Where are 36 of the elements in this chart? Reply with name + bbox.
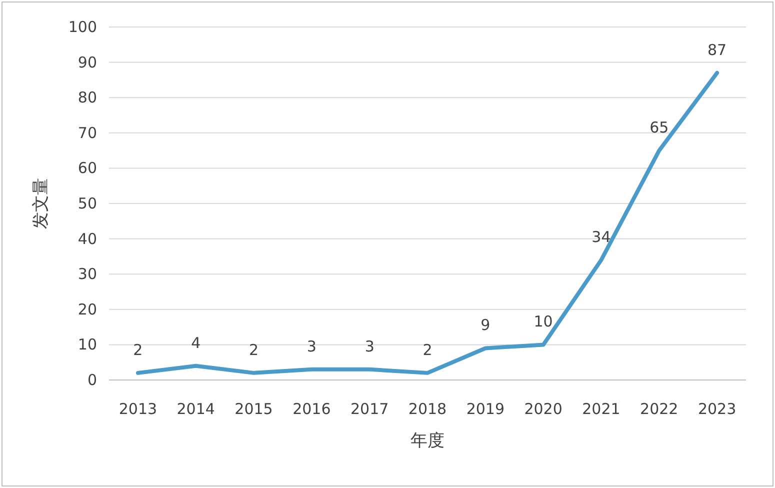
x-tick-label: 2016 xyxy=(292,400,331,418)
y-tick-label: 10 xyxy=(78,336,97,354)
x-tick-label: 2017 xyxy=(350,400,389,418)
data-label: 9 xyxy=(480,316,490,334)
data-label: 87 xyxy=(708,40,727,59)
y-tick-label: 60 xyxy=(78,159,97,178)
data-label: 4 xyxy=(191,334,201,352)
line-series xyxy=(136,70,720,375)
x-tick-label: 2019 xyxy=(466,400,505,418)
x-tick-label: 2013 xyxy=(118,400,158,418)
y-tick-label: 50 xyxy=(78,194,97,212)
y-tick-label: 20 xyxy=(78,300,97,318)
x-tick-label: 2022 xyxy=(640,400,678,418)
x-tick-label: 2014 xyxy=(176,400,215,418)
data-label: 3 xyxy=(306,337,316,356)
data-label: 2 xyxy=(249,340,259,359)
x-axis-title: 年度 xyxy=(410,431,444,451)
data-label: 3 xyxy=(364,337,374,356)
x-tick-label: 2023 xyxy=(698,400,736,418)
data-label: 10 xyxy=(534,312,553,331)
x-tick-label: 2015 xyxy=(234,400,273,418)
y-tick-label: 80 xyxy=(78,88,97,107)
y-tick-label: 100 xyxy=(68,18,97,36)
data-label: 65 xyxy=(650,118,669,137)
x-tick-label: 2018 xyxy=(408,400,447,418)
data-label: 2 xyxy=(133,340,143,359)
x-tick-label: 2021 xyxy=(582,400,620,418)
y-axis-title: 发文量 xyxy=(31,178,51,229)
y-tick-label: 40 xyxy=(78,230,97,248)
data-label: 2 xyxy=(422,340,432,359)
y-tick-label: 0 xyxy=(87,371,97,389)
y-tick-label: 30 xyxy=(78,265,97,284)
y-tick-label: 70 xyxy=(78,124,97,142)
x-tick-label: 2020 xyxy=(524,400,562,418)
y-tick-label: 90 xyxy=(78,53,97,72)
data-label: 34 xyxy=(592,228,611,246)
